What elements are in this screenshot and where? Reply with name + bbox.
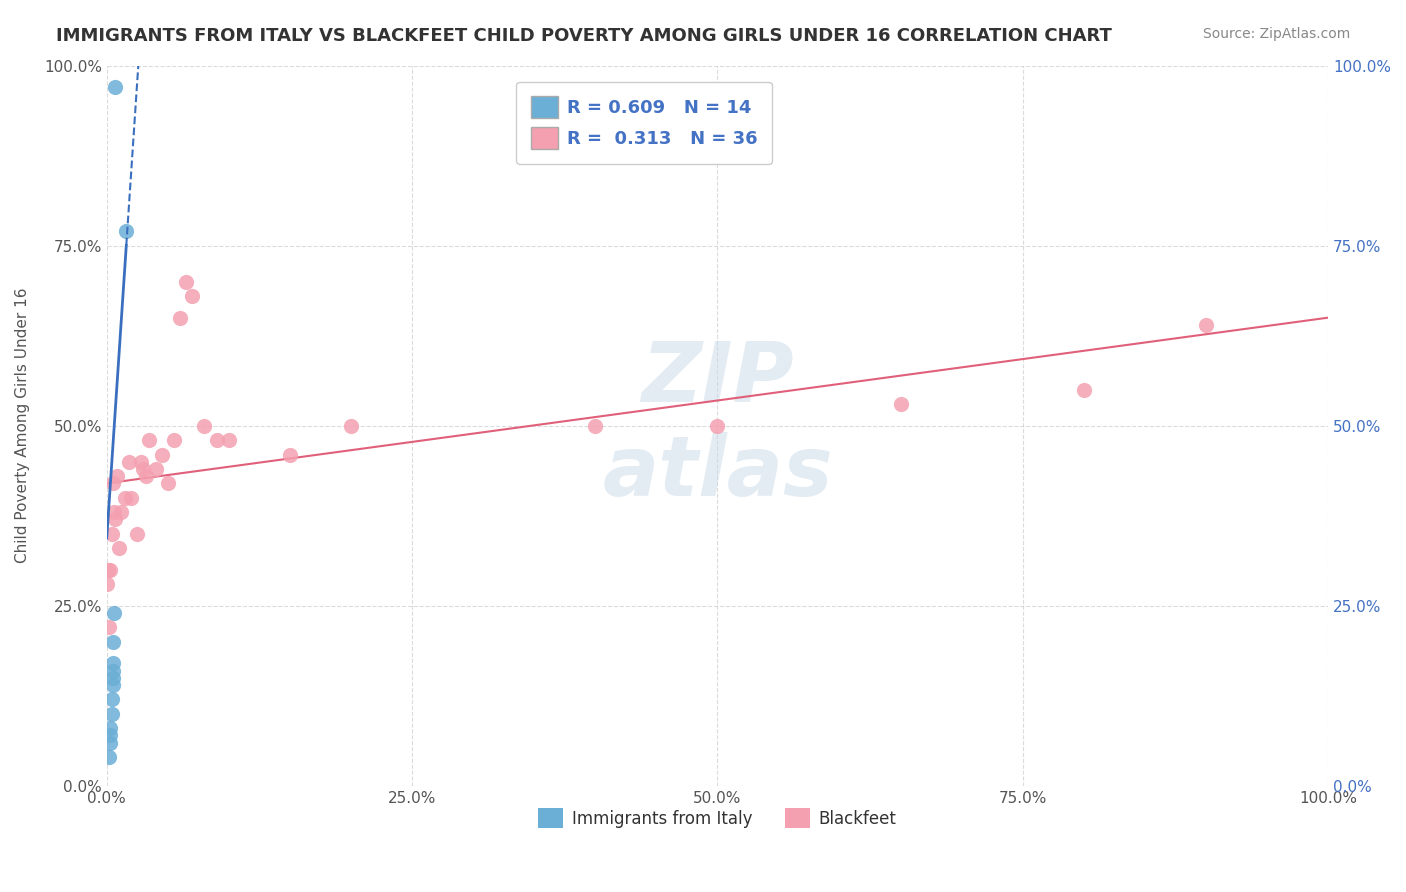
Point bbox=[706, 418, 728, 433]
Point bbox=[138, 433, 160, 447]
Point bbox=[103, 505, 125, 519]
Point bbox=[101, 634, 124, 648]
Text: IMMIGRANTS FROM ITALY VS BLACKFEET CHILD POVERTY AMONG GIRLS UNDER 16 CORRELATIO: IMMIGRANTS FROM ITALY VS BLACKFEET CHILD… bbox=[56, 27, 1112, 45]
Point bbox=[101, 657, 124, 671]
Point bbox=[890, 397, 912, 411]
Point bbox=[100, 721, 122, 735]
Point bbox=[278, 448, 301, 462]
Text: ZIP
atlas: ZIP atlas bbox=[602, 338, 832, 513]
Point bbox=[110, 505, 132, 519]
Legend: Immigrants from Italy, Blackfeet: Immigrants from Italy, Blackfeet bbox=[531, 801, 903, 835]
Point bbox=[100, 563, 122, 577]
Point bbox=[156, 476, 179, 491]
Point bbox=[101, 664, 124, 678]
Point bbox=[120, 491, 142, 505]
Text: Source: ZipAtlas.com: Source: ZipAtlas.com bbox=[1202, 27, 1350, 41]
Point bbox=[104, 80, 127, 95]
Point bbox=[103, 606, 125, 620]
Y-axis label: Child Poverty Among Girls Under 16: Child Poverty Among Girls Under 16 bbox=[15, 288, 30, 564]
Point bbox=[101, 678, 124, 692]
Point bbox=[132, 462, 155, 476]
Point bbox=[96, 577, 118, 591]
Point bbox=[1195, 318, 1218, 332]
Point bbox=[145, 462, 167, 476]
Point bbox=[340, 418, 363, 433]
Point bbox=[100, 706, 122, 721]
Point bbox=[101, 671, 124, 685]
Point bbox=[135, 469, 157, 483]
Point bbox=[115, 224, 138, 238]
Point bbox=[104, 512, 127, 526]
Point bbox=[163, 433, 186, 447]
Point bbox=[97, 563, 120, 577]
Point bbox=[114, 491, 136, 505]
Point bbox=[205, 433, 228, 447]
Point bbox=[150, 448, 173, 462]
Point bbox=[193, 418, 215, 433]
Point bbox=[105, 469, 128, 483]
Point bbox=[218, 433, 240, 447]
Point bbox=[101, 476, 124, 491]
Point bbox=[100, 735, 122, 749]
Point bbox=[100, 728, 122, 742]
Point bbox=[583, 418, 606, 433]
Point bbox=[98, 620, 121, 634]
Point bbox=[127, 526, 149, 541]
Point bbox=[100, 526, 122, 541]
Point bbox=[98, 750, 121, 764]
Point bbox=[100, 692, 122, 706]
Point bbox=[118, 455, 141, 469]
Point bbox=[1073, 383, 1095, 397]
Point bbox=[108, 541, 131, 555]
Point bbox=[174, 275, 197, 289]
Point bbox=[169, 310, 191, 325]
Point bbox=[129, 455, 152, 469]
Point bbox=[181, 289, 204, 303]
